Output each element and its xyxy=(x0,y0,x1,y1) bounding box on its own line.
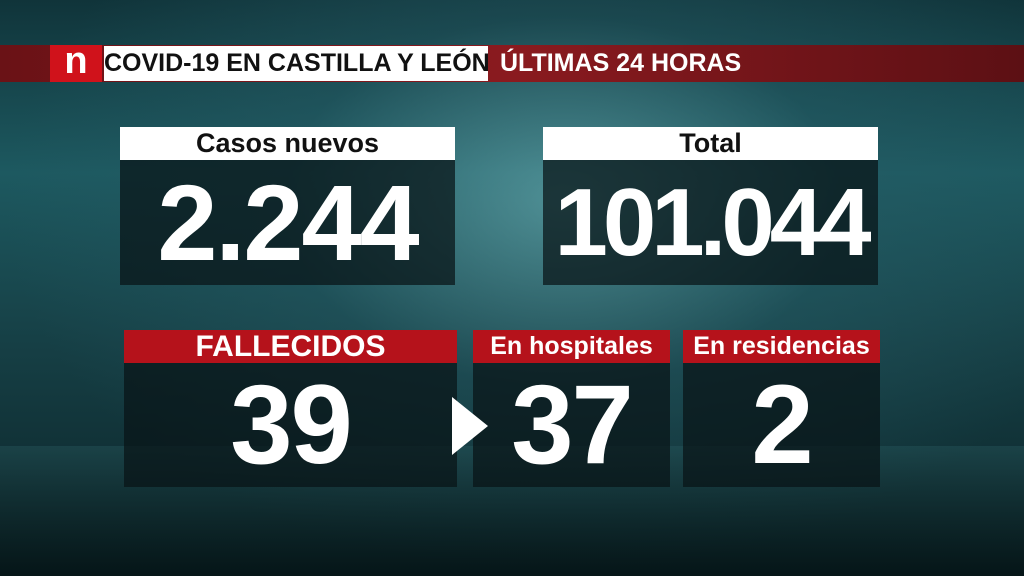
panel-label: FALLECIDOS xyxy=(124,330,457,363)
panel-label: En hospitales xyxy=(473,330,670,363)
panel-label: Casos nuevos xyxy=(120,127,455,160)
panel-value: 39 xyxy=(124,363,457,487)
header-title: COVID-19 EN CASTILLA Y LEÓN xyxy=(104,46,490,81)
header-subtitle: ÚLTIMAS 24 HORAS xyxy=(500,49,742,77)
panel-value: 37 xyxy=(473,363,670,487)
panel-value: 2 xyxy=(683,363,880,487)
panel-value: 2.244 xyxy=(120,160,455,285)
panel-label: En residencias xyxy=(683,330,880,363)
channel-logo: n xyxy=(50,42,102,82)
arrow-icon xyxy=(452,397,488,455)
panel-value: 101.044 xyxy=(543,160,878,285)
panel-label: Total xyxy=(543,127,878,160)
